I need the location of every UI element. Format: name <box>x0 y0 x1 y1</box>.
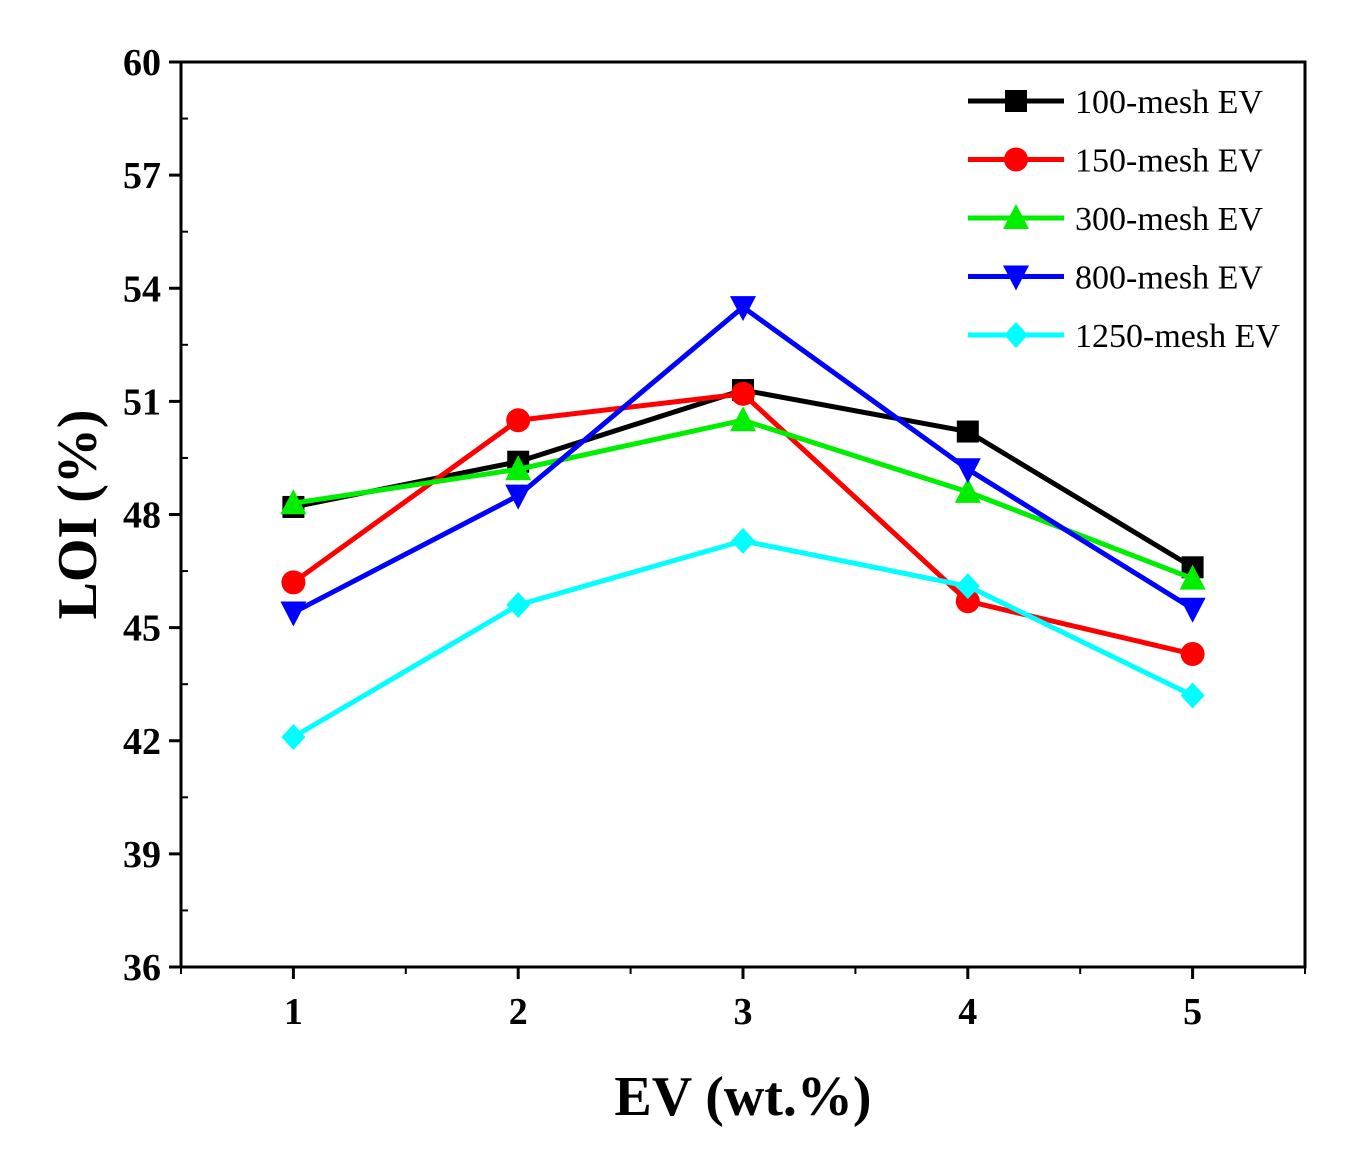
y-axis-ticks: 36 39 42 45 48 51 54 57 60 <box>123 42 188 989</box>
data-point <box>731 381 755 406</box>
x-tick-label: 5 <box>1183 991 1202 1033</box>
y-tick-label: 57 <box>123 155 161 197</box>
legend-marker <box>1004 322 1028 348</box>
legend-item: 100-mesh EV <box>968 84 1263 121</box>
data-point <box>954 477 981 503</box>
series-line <box>293 417 1194 581</box>
data-point <box>730 296 756 322</box>
series-line <box>292 304 1194 615</box>
x-axis-ticks: 1 2 3 4 5 <box>180 967 1306 1033</box>
series-1250-mesh-ev <box>281 527 1205 750</box>
y-tick-label: 39 <box>123 834 161 876</box>
legend-label: 800-mesh EV <box>1075 260 1263 297</box>
data-point <box>281 723 306 750</box>
data-point <box>955 589 980 614</box>
legend: 100-mesh EV 150-mesh EV 300-mesh EV 800-mes… <box>968 84 1280 355</box>
x-axis-title: EV (wt.%) <box>614 1066 871 1128</box>
data-point <box>280 601 307 627</box>
legend-marker <box>1005 90 1027 112</box>
data-point <box>505 455 532 481</box>
y-axis-title: LOI (%) <box>47 410 109 620</box>
y-tick-label: 45 <box>123 608 161 650</box>
legend-marker <box>1003 204 1029 229</box>
series-800-mesh-ev <box>280 296 1206 627</box>
series-layer <box>280 296 1206 750</box>
series-line <box>292 538 1194 740</box>
x-tick-label: 3 <box>734 991 753 1033</box>
legend-item: 150-mesh EV <box>968 143 1263 180</box>
legend-marker <box>1004 147 1028 172</box>
x-tick-label: 2 <box>509 991 528 1033</box>
data-point <box>1179 597 1206 623</box>
series-300-mesh-ev <box>280 406 1206 590</box>
legend-marker <box>1003 265 1029 291</box>
data-point <box>955 573 980 600</box>
data-point <box>731 527 755 554</box>
legend-item: 1250-mesh EV <box>968 318 1280 355</box>
plot-frame <box>179 60 1307 969</box>
y-tick-label: 48 <box>123 495 161 537</box>
y-tick-label: 54 <box>123 268 161 310</box>
data-point <box>506 592 531 618</box>
data-point <box>954 458 981 484</box>
data-point <box>506 408 531 433</box>
data-point <box>280 489 307 515</box>
data-point <box>1180 642 1205 667</box>
data-point <box>1180 682 1205 709</box>
x-tick-label: 1 <box>284 991 303 1033</box>
data-point <box>956 420 979 443</box>
y-tick-label: 51 <box>123 381 161 423</box>
series-150-mesh-ev <box>281 381 1205 667</box>
x-tick-label: 4 <box>958 991 977 1033</box>
data-point <box>730 406 756 432</box>
data-point <box>281 570 306 595</box>
legend-label: 150-mesh EV <box>1075 143 1263 180</box>
data-point <box>1179 564 1206 590</box>
legend-item: 800-mesh EV <box>968 260 1263 297</box>
legend-label: 100-mesh EV <box>1075 84 1263 121</box>
y-tick-label: 60 <box>123 42 161 84</box>
data-point <box>505 484 532 510</box>
y-tick-label: 42 <box>123 721 161 763</box>
y-tick-label: 36 <box>123 947 161 989</box>
legend-label: 1250-mesh EV <box>1075 318 1280 355</box>
legend-item: 300-mesh EV <box>968 201 1263 238</box>
legend-label: 300-mesh EV <box>1075 201 1263 238</box>
